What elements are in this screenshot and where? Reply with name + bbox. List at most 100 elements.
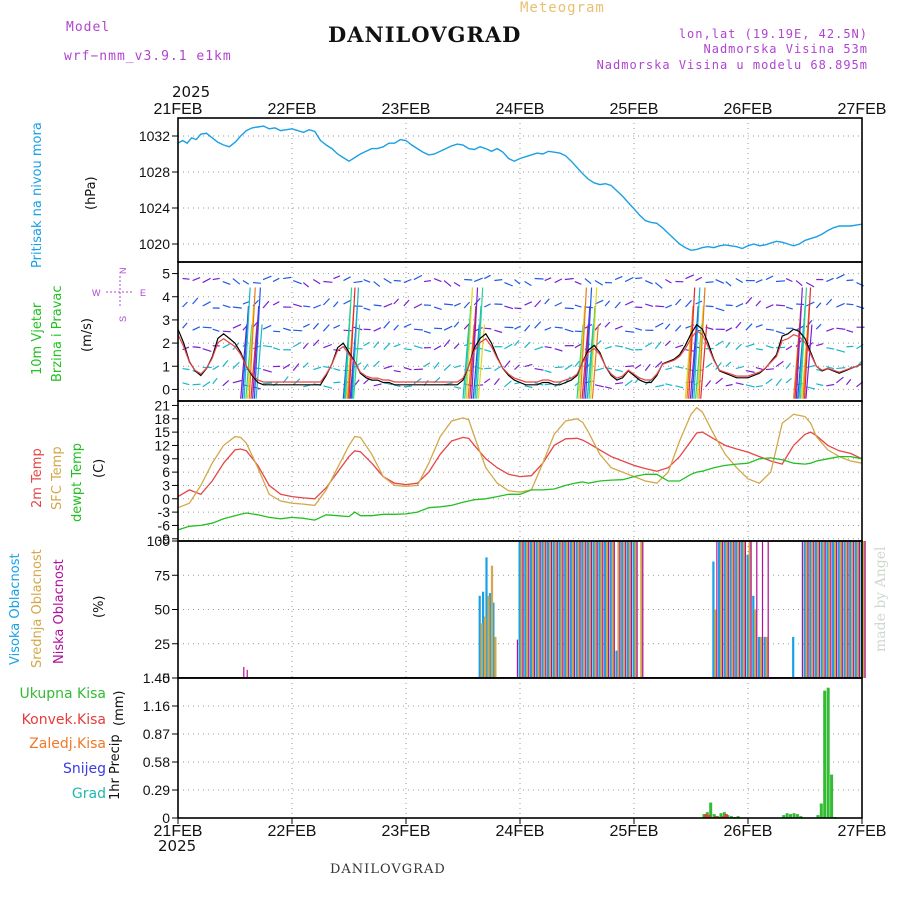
cloud-bar-low xyxy=(528,541,530,678)
wind-arrow xyxy=(685,274,695,280)
x-tick-label-top: 27FEB xyxy=(838,101,887,118)
wind-arrow xyxy=(302,362,309,368)
wind-arrow xyxy=(775,280,786,283)
wind-arrow xyxy=(373,383,382,387)
cloud-bar-low xyxy=(756,541,758,678)
wind-gust-streak xyxy=(579,287,588,399)
wind-arrow xyxy=(675,385,684,389)
cloud-bar-low xyxy=(573,541,575,678)
temp-line-sfc xyxy=(177,406,863,509)
y-tick-label: 4 xyxy=(162,289,170,305)
model-label: Model xyxy=(66,20,111,35)
wind-arrow xyxy=(192,346,201,349)
wind-arrow xyxy=(735,303,744,308)
cloud-bar-low xyxy=(522,541,524,678)
wind-arrow xyxy=(775,304,786,307)
wind-arrow xyxy=(665,304,672,309)
precip-bar-total xyxy=(722,812,726,818)
wind-arrow xyxy=(484,327,492,330)
cloud-bar-mid xyxy=(526,541,529,678)
elevation-text: Nadmorska Visina 53m xyxy=(703,42,868,56)
wind-arrow xyxy=(302,282,310,288)
wind-arrow xyxy=(333,367,341,372)
precip-bar-conv xyxy=(714,816,718,818)
wind-gust-streak xyxy=(591,324,599,399)
wind-arrow xyxy=(202,381,211,388)
wind-arrow xyxy=(594,367,604,372)
cloud-bar-high xyxy=(752,595,755,678)
cloud-bar-low xyxy=(562,541,564,678)
wind-arrow xyxy=(624,276,634,283)
cloud-bar-high xyxy=(809,541,812,678)
cloud-bar-mid xyxy=(571,541,574,678)
wind-gust-streak xyxy=(351,287,360,399)
cloud-bar-high xyxy=(604,541,607,678)
wind-arrow xyxy=(232,306,242,309)
y-tick-label: 6 xyxy=(162,464,170,480)
wind-arrow xyxy=(262,368,272,373)
wind-arrow xyxy=(705,380,712,388)
wind-arrow xyxy=(333,324,341,329)
wind-arrow xyxy=(202,326,212,329)
wind-gust-streak xyxy=(470,287,479,399)
wind-arrow xyxy=(313,366,322,371)
cloud-bar-high xyxy=(626,541,629,678)
wind-arrow xyxy=(484,274,491,280)
cloud-bar-low xyxy=(801,541,803,678)
wind-arrow xyxy=(323,280,333,283)
wind-arrow xyxy=(574,343,582,349)
wind-arrow xyxy=(534,321,542,329)
y-tick-label: 5 xyxy=(162,266,170,282)
wind-arrow xyxy=(443,339,451,348)
y-tick-label: 1028 xyxy=(139,164,170,180)
wind-arrow xyxy=(544,369,552,374)
x-tick-label-bottom: 22FEB xyxy=(268,823,317,840)
wind-arrow xyxy=(262,345,273,348)
wind-arrow xyxy=(635,327,643,331)
wind-arrow xyxy=(383,321,391,329)
wind-arrow xyxy=(413,345,423,349)
wind-arrow xyxy=(182,301,188,308)
wind-arrow xyxy=(836,274,845,280)
wind-arrow xyxy=(202,277,211,284)
x-tick-label-top: 26FEB xyxy=(724,101,773,118)
wind-gust-streak xyxy=(576,324,584,399)
cloud-bar-mid xyxy=(560,541,563,678)
wind-arrow xyxy=(836,349,846,353)
wind-gust-streak xyxy=(462,324,470,399)
x-tick-label-bottom: 23FEB xyxy=(382,823,431,840)
wind-arrow xyxy=(182,322,188,329)
wind-gust-streak xyxy=(686,305,694,399)
wind-arrow xyxy=(755,279,763,284)
wind-arrow xyxy=(453,302,461,307)
cloud-bar-low xyxy=(539,541,541,678)
wind-arrow xyxy=(805,282,815,288)
y-tick-label: 9 xyxy=(162,451,170,467)
wind-arrow xyxy=(815,302,822,309)
wind-arrow xyxy=(765,328,774,331)
precip-bar-conv xyxy=(707,815,711,818)
wind-gust-streak xyxy=(255,324,263,399)
wind-arrow xyxy=(755,300,762,307)
cloud-bar-low xyxy=(761,541,764,678)
wind-gust-streak xyxy=(694,324,703,399)
wind-arrow xyxy=(785,377,792,384)
wind-arrow xyxy=(363,278,371,283)
wind-gust-streak xyxy=(578,305,586,399)
wind-arrow xyxy=(504,305,514,310)
cloud-bar-mid xyxy=(737,541,740,678)
cloud-bar-mid xyxy=(811,541,814,678)
wind-gust-streak xyxy=(465,287,474,399)
compass-w: W xyxy=(92,288,101,298)
cloud-bar-low xyxy=(733,541,735,678)
cloud-bar-low xyxy=(246,669,248,678)
wind-arrow xyxy=(363,307,371,311)
wind-arrow xyxy=(443,280,452,287)
wind-arrow xyxy=(755,324,763,328)
x-tick-label-top: 22FEB xyxy=(268,101,317,118)
wind-arrow xyxy=(413,303,423,309)
wind-arrow xyxy=(393,298,400,305)
wind-arrow xyxy=(514,325,521,330)
compass-n: N xyxy=(118,268,128,275)
y-tick-label: 1032 xyxy=(139,128,170,144)
